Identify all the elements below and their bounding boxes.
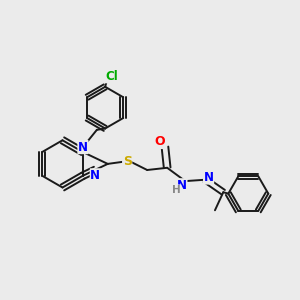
- Text: Cl: Cl: [105, 70, 118, 83]
- Text: N: N: [78, 141, 88, 154]
- Text: S: S: [123, 155, 132, 168]
- Text: N: N: [177, 179, 187, 192]
- Text: H: H: [172, 185, 181, 195]
- Text: O: O: [154, 135, 165, 148]
- Text: N: N: [204, 171, 214, 184]
- Text: N: N: [90, 169, 100, 182]
